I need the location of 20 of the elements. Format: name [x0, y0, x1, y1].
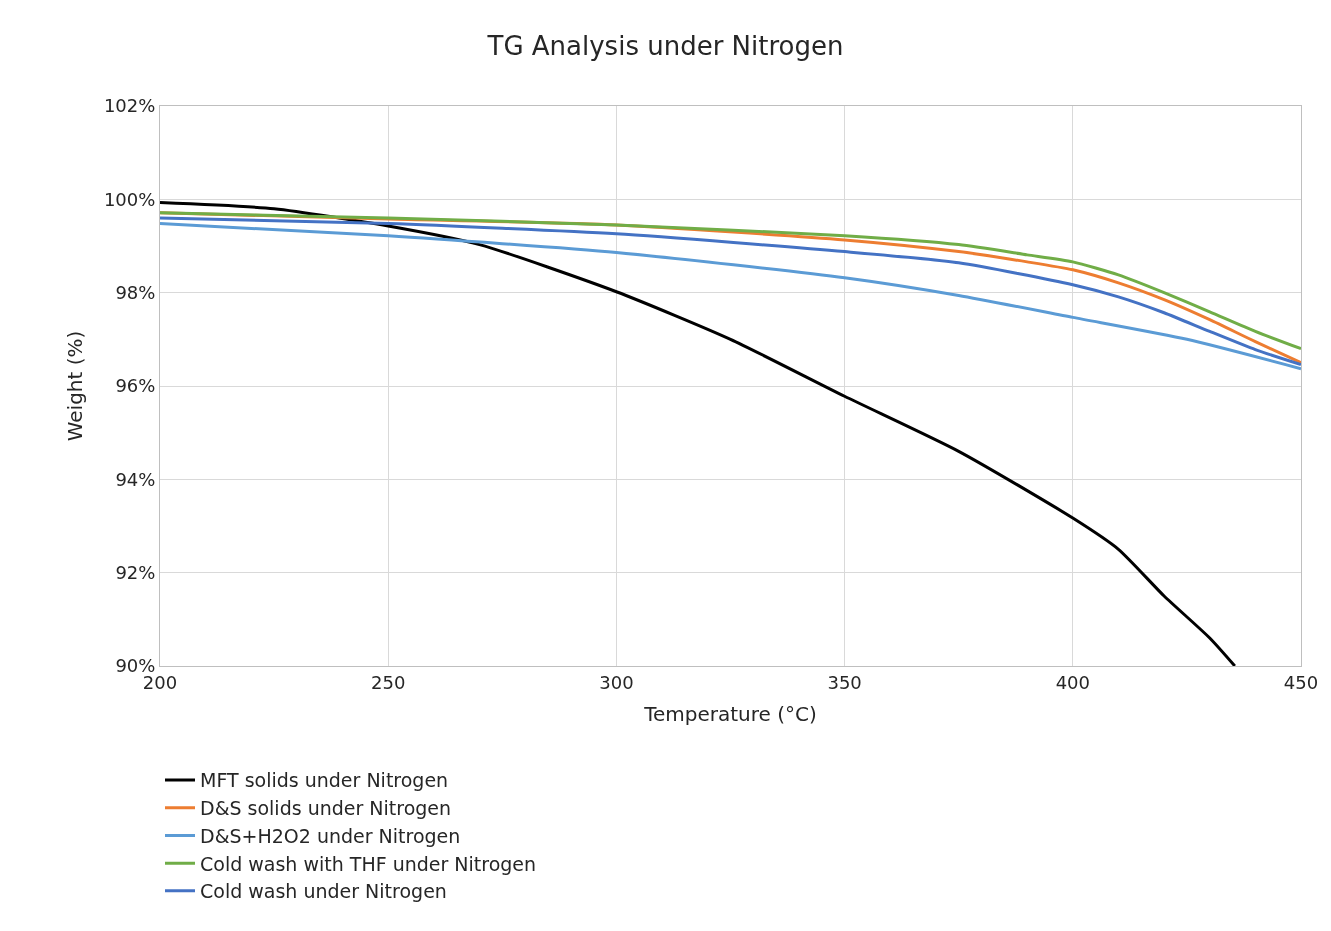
legend-label: Cold wash under Nitrogen — [200, 880, 447, 903]
y-tick-label: 96% — [115, 375, 156, 397]
x-axis-title: Temperature (°C) — [643, 702, 817, 727]
legend-label: D&S solids under Nitrogen — [200, 797, 452, 820]
y-tick-label: 94% — [115, 468, 156, 490]
x-tick-label: 350 — [827, 671, 862, 693]
legend-label: D&S+H2O2 under Nitrogen — [200, 824, 461, 847]
x-tick-label: 250 — [371, 671, 406, 693]
y-tick-label: 102% — [103, 95, 156, 117]
x-tick-label: 300 — [599, 671, 634, 693]
legend-label: MFT solids under Nitrogen — [200, 769, 449, 792]
y-tick-label: 92% — [115, 561, 156, 583]
y-tick-label: 98% — [115, 281, 156, 303]
y-axis-title: Weight (%) — [63, 330, 88, 442]
legend-label: Cold wash with THF under Nitrogen — [200, 852, 537, 875]
x-tick-label: 400 — [1055, 671, 1090, 693]
x-tick-label: 450 — [1283, 671, 1319, 693]
y-tick-label: 100% — [103, 188, 156, 210]
line-series — [160, 201, 1237, 666]
chart-title: TG Analysis under Nitrogen — [486, 31, 844, 62]
